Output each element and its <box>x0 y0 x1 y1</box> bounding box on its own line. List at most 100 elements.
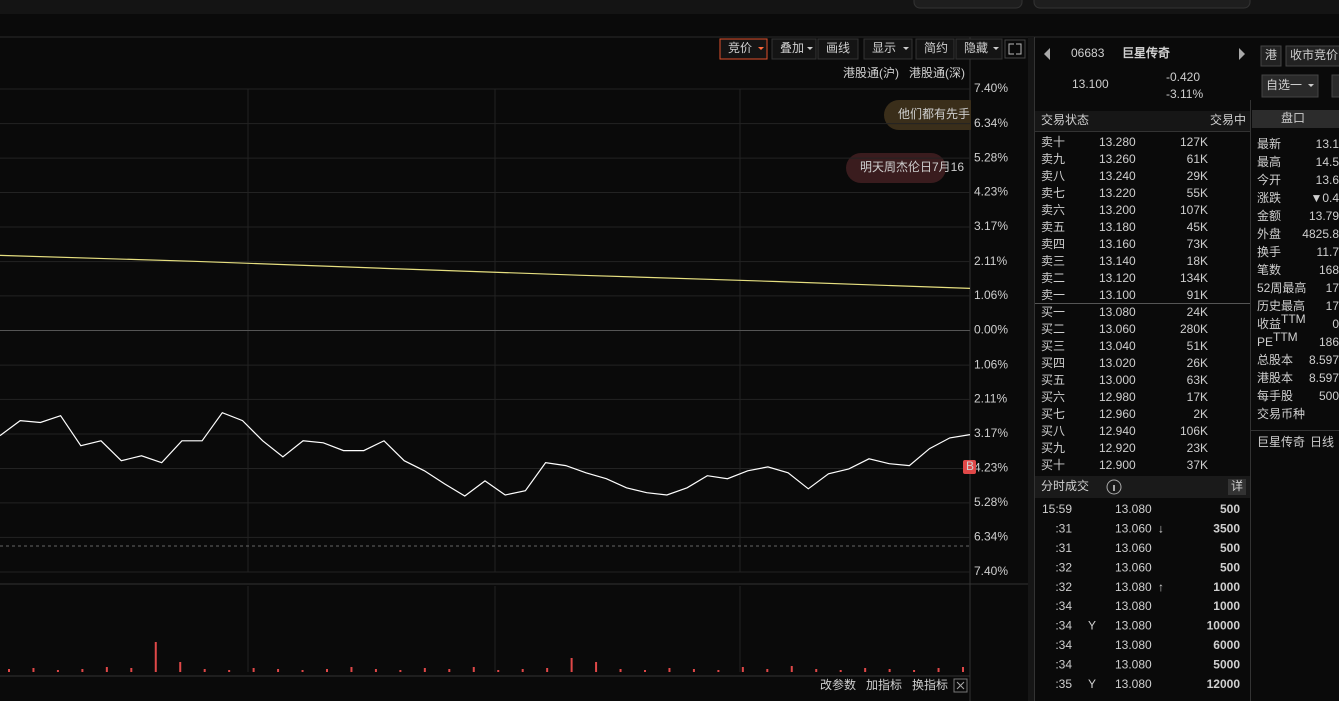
stat-label: 涨跌 <box>1257 190 1281 205</box>
trade-volume: 5000 <box>1213 657 1240 671</box>
volume-bar <box>105 667 108 672</box>
fullscreen-button[interactable] <box>1004 39 1026 59</box>
toolbar-button[interactable] <box>955 38 1003 60</box>
book-price: 13.260 <box>1099 152 1136 166</box>
book-level: 买六 <box>1041 390 1065 404</box>
toolbar-label: 叠加 <box>780 41 804 55</box>
trades-header <box>1035 476 1250 498</box>
book-price: 13.200 <box>1099 203 1136 217</box>
stat-label-sup: TTM <box>1281 312 1306 326</box>
status-row <box>1035 111 1250 131</box>
close-button[interactable] <box>953 678 968 693</box>
stat-label: 每手股 <box>1257 388 1293 403</box>
trade-time: :32 <box>1055 580 1072 594</box>
trade-arrow: ↑ <box>1158 580 1164 594</box>
stat-value: 14.5 <box>1316 155 1339 169</box>
book-price: 12.980 <box>1099 390 1136 404</box>
book-level: 卖七 <box>1041 186 1065 200</box>
stat-value: 186 <box>1319 335 1339 349</box>
toolbar-button[interactable] <box>915 38 955 60</box>
book-volume: 29K <box>1187 169 1208 183</box>
info-icon[interactable] <box>1106 479 1122 495</box>
stat-label: 外盘 <box>1257 226 1281 241</box>
watch-button[interactable] <box>1261 74 1319 98</box>
volume-bar <box>521 669 524 672</box>
book-volume: 127K <box>1180 135 1208 149</box>
channel-label: 港股通(深) <box>909 66 965 80</box>
stat-label: 笔数 <box>1257 262 1281 277</box>
volume-bar <box>692 669 695 672</box>
book-volume: 37K <box>1187 458 1208 472</box>
trade-volume: 6000 <box>1213 638 1240 652</box>
prev-arrow[interactable] <box>1044 48 1050 60</box>
toolbar-button[interactable] <box>817 38 859 60</box>
stat-value: 17 <box>1326 299 1339 313</box>
volume-bar <box>864 668 867 672</box>
buy-marker-text: B <box>966 459 974 473</box>
volume-bar <box>790 666 793 672</box>
book-volume: 280K <box>1180 322 1208 336</box>
volume-bar <box>741 667 744 672</box>
detail-button[interactable] <box>1228 479 1246 495</box>
volume-bar <box>8 669 10 672</box>
average-line <box>0 254 971 289</box>
y-tick-label: 4.23% <box>974 461 1008 475</box>
indicator-button: 加指标 <box>866 677 902 692</box>
stat-label: 今开 <box>1257 172 1281 187</box>
stat-value: 4825.8 <box>1302 227 1339 241</box>
tab[interactable] <box>1033 0 1251 9</box>
volume-bar <box>766 669 769 672</box>
trade-volume: 500 <box>1220 502 1240 516</box>
stat-label: 金额 <box>1257 208 1281 223</box>
book-volume: 73K <box>1187 237 1208 251</box>
tab[interactable] <box>913 0 1023 9</box>
change: -0.420 <box>1166 70 1200 84</box>
notice-clip <box>971 98 1028 188</box>
notice[interactable] <box>884 100 984 130</box>
stock-code: 06683 <box>1071 46 1105 60</box>
book-price: 13.020 <box>1099 356 1136 370</box>
splitter[interactable] <box>1028 37 1034 701</box>
trade-volume: 1000 <box>1213 580 1240 594</box>
volume-bar <box>130 668 133 672</box>
trade-time: :32 <box>1055 560 1072 574</box>
more-button[interactable] <box>1331 74 1339 98</box>
trade-price: 13.080 <box>1115 619 1152 633</box>
stat-value: 13.79 <box>1309 209 1339 223</box>
book-price: 13.220 <box>1099 186 1136 200</box>
volume-bar <box>717 670 720 672</box>
trade-time: :31 <box>1055 541 1072 555</box>
volume-bar <box>81 669 84 672</box>
trades-detail: 详 <box>1231 478 1243 493</box>
toolbar-button[interactable] <box>863 38 913 60</box>
y-tick-label: 1.06% <box>974 288 1008 302</box>
last-price: 13.100 <box>1072 77 1109 91</box>
stat-value: 8.597 <box>1309 353 1339 367</box>
book-price: 13.160 <box>1099 237 1136 251</box>
book-price: 13.080 <box>1099 305 1136 319</box>
trade-price: 13.060 <box>1115 541 1152 555</box>
watch: 自选一 <box>1266 78 1302 92</box>
price-line <box>0 411 971 497</box>
notice[interactable] <box>846 153 946 183</box>
volume-bar <box>472 667 475 672</box>
panel-tab[interactable] <box>1252 110 1339 128</box>
book-level: 卖八 <box>1041 169 1065 183</box>
toolbar-button[interactable] <box>771 38 817 60</box>
stock-name: 巨星传奇 <box>1122 45 1170 60</box>
book-level: 卖二 <box>1041 271 1065 285</box>
next-arrow[interactable] <box>1239 48 1245 60</box>
y-tick-label: 5.28% <box>974 150 1008 164</box>
volume-bar <box>374 669 377 672</box>
y-tick-label: 0.00% <box>974 323 1008 337</box>
y-tick-label: 7.40% <box>974 564 1008 578</box>
toolbar-label: 画线 <box>826 41 850 55</box>
toolbar-button[interactable] <box>719 38 768 60</box>
book-volume: 17K <box>1187 390 1208 404</box>
caret <box>1308 84 1314 87</box>
y-tick-label: 5.28% <box>974 495 1008 509</box>
y-tick-label: 2.11% <box>974 254 1007 268</box>
trade-volume: 500 <box>1220 560 1240 574</box>
